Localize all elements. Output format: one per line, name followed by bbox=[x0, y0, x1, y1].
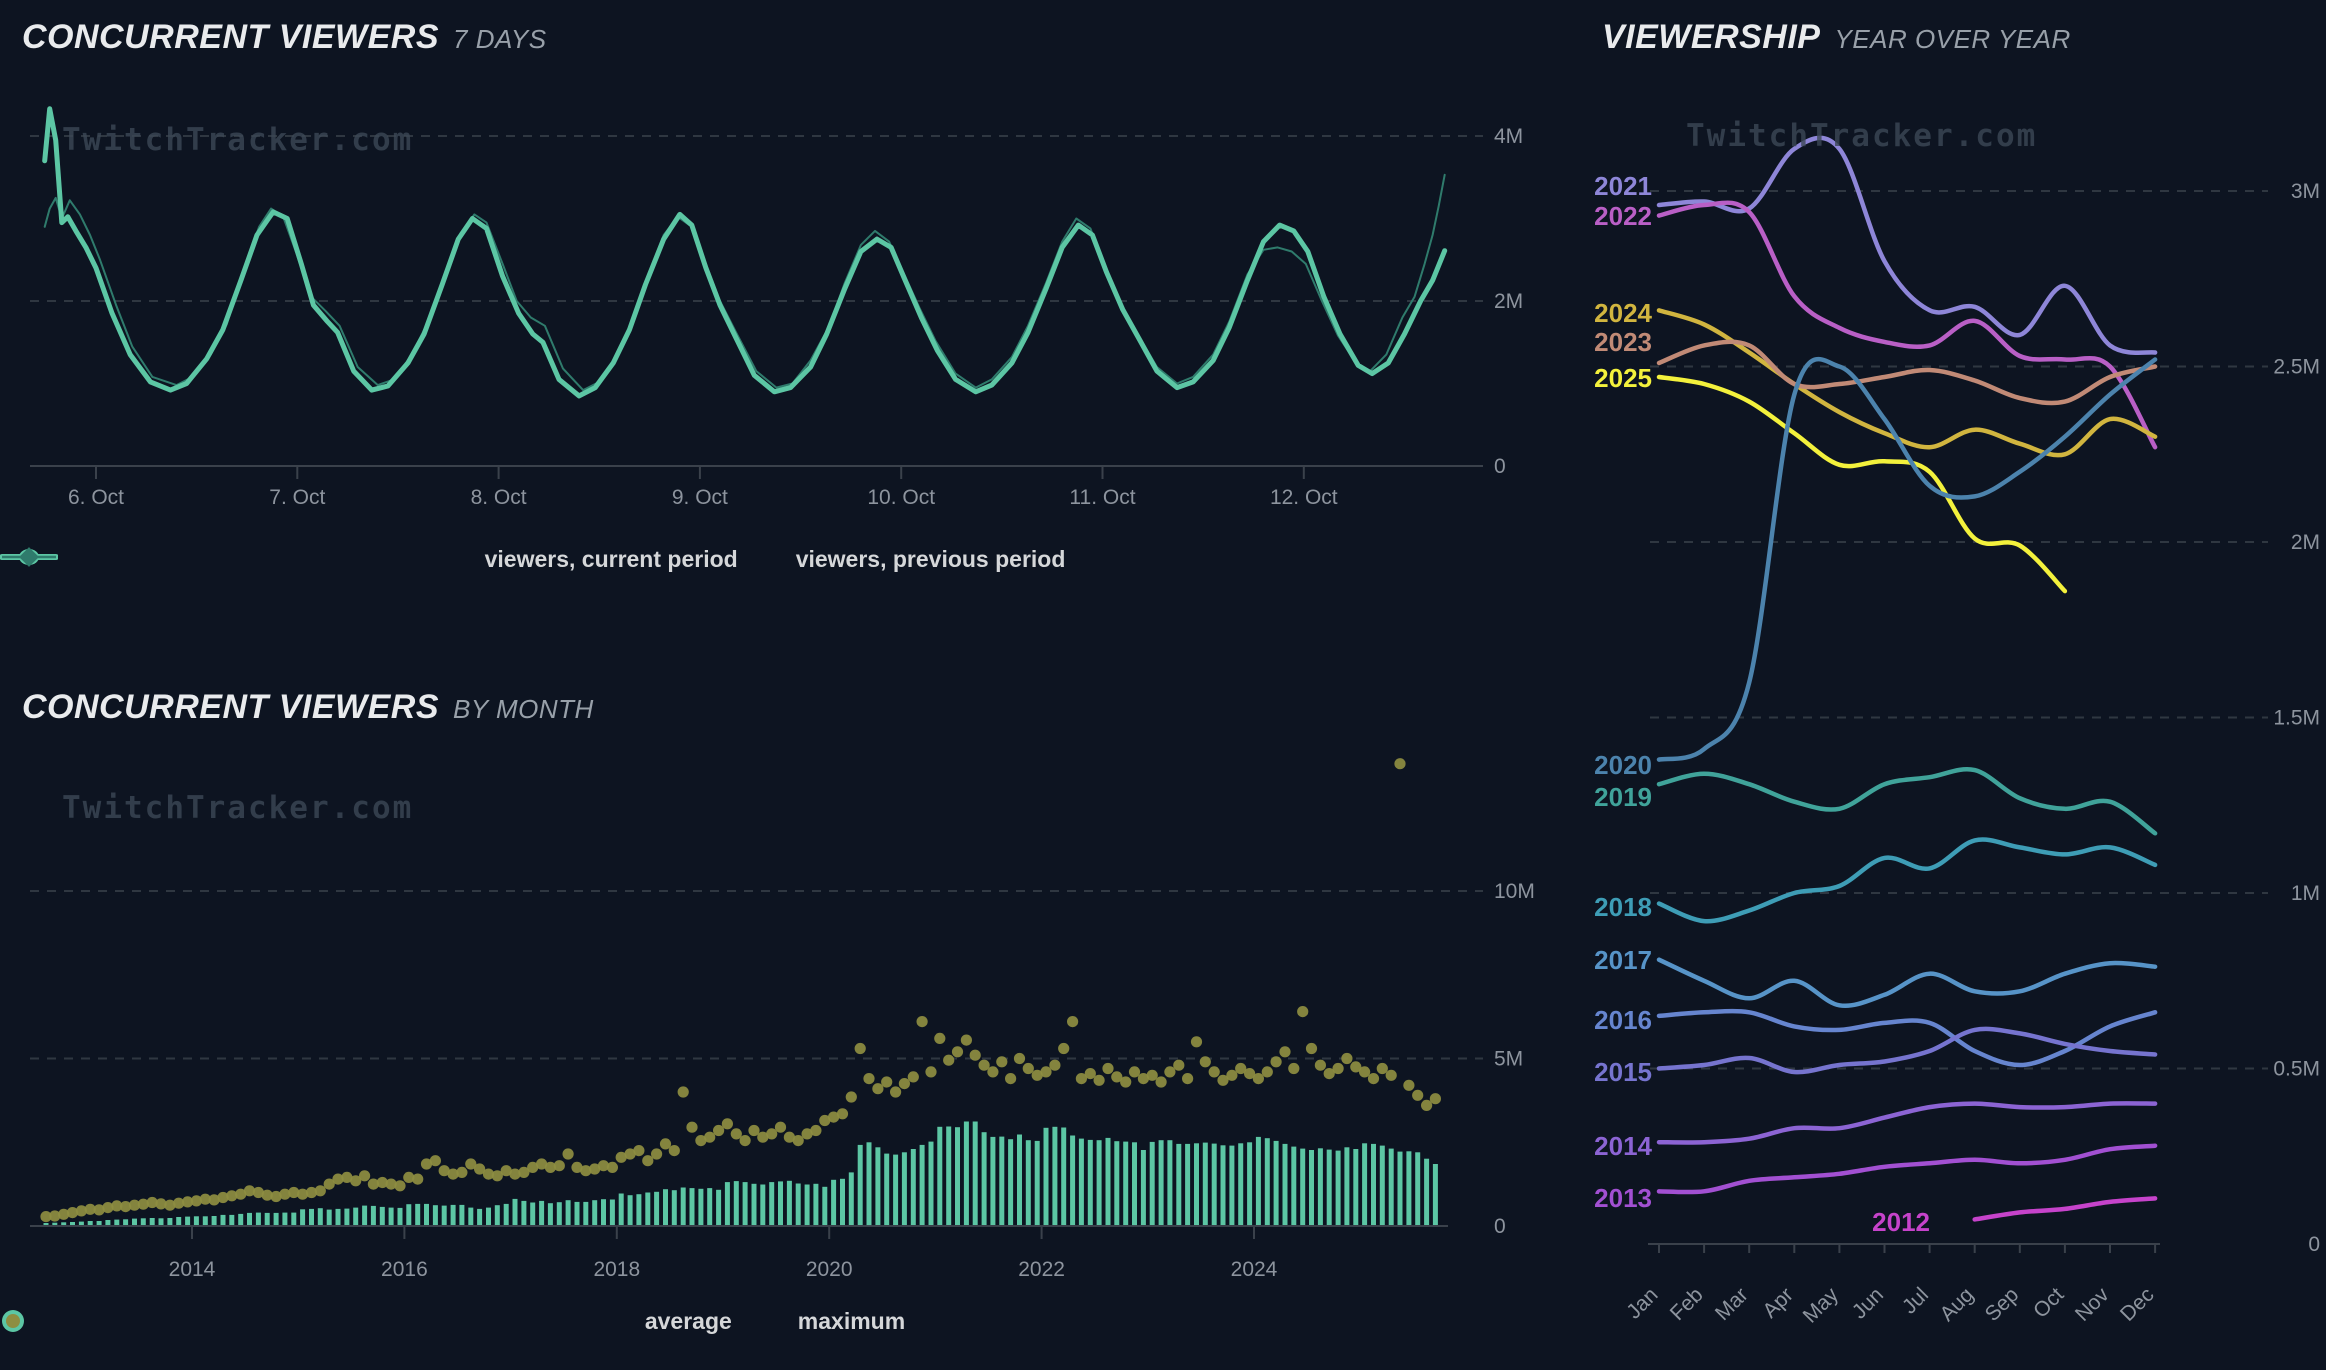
svg-text:12. Oct: 12. Oct bbox=[1270, 486, 1338, 509]
svg-text:10M: 10M bbox=[1494, 880, 1535, 903]
svg-text:Mar: Mar bbox=[1711, 1283, 1753, 1325]
svg-text:2024: 2024 bbox=[1231, 1258, 1278, 1281]
watermark: TwitchTracker.com bbox=[62, 122, 414, 158]
svg-text:2018: 2018 bbox=[1594, 892, 1652, 922]
svg-text:0: 0 bbox=[1494, 455, 1506, 478]
seven-days-title-sub: 7 DAYS bbox=[453, 24, 547, 54]
year-over-year-title-sub: YEAR OVER YEAR bbox=[1834, 24, 2071, 54]
svg-text:0.5M: 0.5M bbox=[2273, 1058, 2320, 1081]
concurrent-viewers-7days-chart[interactable]: 4M 2M 0 6. Oct 7. Oct 8. Oct 9. Oct 10. Oct 11. … bbox=[30, 106, 1523, 509]
year-over-year-title-main: VIEWERSHIP bbox=[1602, 18, 1821, 56]
svg-text:Jul: Jul bbox=[1898, 1283, 1933, 1318]
svg-text:Nov: Nov bbox=[2071, 1283, 2114, 1326]
watermark: TwitchTracker.com bbox=[62, 790, 414, 826]
svg-text:2.5M: 2.5M bbox=[2273, 356, 2320, 379]
previous-period-marker-icon bbox=[2, 547, 56, 567]
svg-text:2013: 2013 bbox=[1594, 1183, 1652, 1213]
svg-text:Sep: Sep bbox=[1981, 1283, 2024, 1326]
svg-text:1M: 1M bbox=[2291, 882, 2320, 905]
by-month-legend: average maximum bbox=[0, 1308, 1550, 1335]
svg-text:1.5M: 1.5M bbox=[2273, 707, 2320, 730]
svg-text:2020: 2020 bbox=[1594, 750, 1652, 780]
svg-text:Jun: Jun bbox=[1848, 1283, 1888, 1323]
svg-text:2014: 2014 bbox=[169, 1258, 216, 1281]
svg-text:2020: 2020 bbox=[806, 1258, 853, 1281]
year-over-year-title: VIEWERSHIP YEAR OVER YEAR bbox=[1602, 18, 2071, 57]
svg-text:2017: 2017 bbox=[1594, 945, 1652, 975]
maximum-marker-icon bbox=[6, 1314, 20, 1328]
svg-text:2019: 2019 bbox=[1594, 782, 1652, 812]
viewership-year-over-year-chart[interactable]: 3M 2.5M 2M 1.5M 1M 0.5M 0 Jan Feb Mar Apr May Jun Jul… bbox=[1594, 135, 2320, 1328]
legend-item-average[interactable]: average bbox=[2, 1308, 732, 1335]
svg-text:Apr: Apr bbox=[1758, 1283, 1797, 1322]
seven-days-title: CONCURRENT VIEWERS 7 DAYS bbox=[22, 18, 547, 57]
svg-text:9. Oct: 9. Oct bbox=[672, 486, 728, 509]
legend-label-average: average bbox=[644, 1308, 732, 1334]
seven-days-title-main: CONCURRENT VIEWERS bbox=[22, 18, 440, 56]
svg-text:May: May bbox=[1799, 1283, 1844, 1328]
legend-label-maximum: maximum bbox=[797, 1308, 906, 1334]
legend-item-maximum[interactable]: maximum bbox=[6, 1308, 906, 1335]
svg-text:2016: 2016 bbox=[381, 1258, 428, 1281]
svg-text:2015: 2015 bbox=[1594, 1057, 1652, 1087]
svg-text:2M: 2M bbox=[1494, 290, 1523, 313]
svg-text:2014: 2014 bbox=[1594, 1131, 1652, 1161]
svg-text:6. Oct: 6. Oct bbox=[68, 486, 124, 509]
svg-text:5M: 5M bbox=[1494, 1048, 1523, 1071]
svg-text:Oct: Oct bbox=[2029, 1283, 2068, 1322]
legend-item-previous-period[interactable]: viewers, previous period bbox=[2, 546, 1066, 573]
by-month-title: CONCURRENT VIEWERS BY MONTH bbox=[22, 688, 594, 727]
svg-text:Dec: Dec bbox=[2116, 1283, 2159, 1326]
svg-text:2M: 2M bbox=[2291, 531, 2320, 554]
svg-text:Aug: Aug bbox=[1936, 1283, 1979, 1326]
svg-text:11. Oct: 11. Oct bbox=[1069, 486, 1135, 509]
svg-text:2012: 2012 bbox=[1872, 1207, 1930, 1237]
svg-text:2025: 2025 bbox=[1594, 363, 1652, 393]
svg-text:0: 0 bbox=[1494, 1215, 1506, 1238]
svg-text:4M: 4M bbox=[1494, 125, 1523, 148]
svg-text:10. Oct: 10. Oct bbox=[867, 486, 935, 509]
svg-text:2021: 2021 bbox=[1594, 171, 1652, 201]
svg-text:0: 0 bbox=[2308, 1233, 2320, 1256]
svg-text:2022: 2022 bbox=[1018, 1258, 1065, 1281]
svg-text:2018: 2018 bbox=[593, 1258, 640, 1281]
by-month-title-sub: BY MONTH bbox=[453, 694, 594, 724]
by-month-title-main: CONCURRENT VIEWERS bbox=[22, 688, 440, 726]
svg-text:2016: 2016 bbox=[1594, 1005, 1652, 1035]
svg-text:Jan: Jan bbox=[1622, 1283, 1662, 1323]
svg-text:2023: 2023 bbox=[1594, 327, 1652, 357]
svg-text:Feb: Feb bbox=[1666, 1283, 1708, 1325]
legend-label-previous-period: viewers, previous period bbox=[795, 546, 1066, 572]
svg-text:7. Oct: 7. Oct bbox=[269, 486, 325, 509]
concurrent-viewers-by-month-chart[interactable]: 10M 5M 0 2014 2016 2018 2020 2022 2024 bbox=[30, 758, 1535, 1281]
svg-text:3M: 3M bbox=[2291, 180, 2320, 203]
svg-text:2024: 2024 bbox=[1594, 298, 1652, 328]
svg-text:8. Oct: 8. Oct bbox=[471, 486, 527, 509]
watermark: TwitchTracker.com bbox=[1686, 118, 2038, 154]
seven-days-legend: viewers, current period viewers, previou… bbox=[0, 546, 1550, 573]
svg-text:2022: 2022 bbox=[1594, 201, 1652, 231]
legend-label-current-period: viewers, current period bbox=[484, 546, 738, 572]
legend-item-current-period[interactable]: viewers, current period bbox=[0, 546, 738, 573]
